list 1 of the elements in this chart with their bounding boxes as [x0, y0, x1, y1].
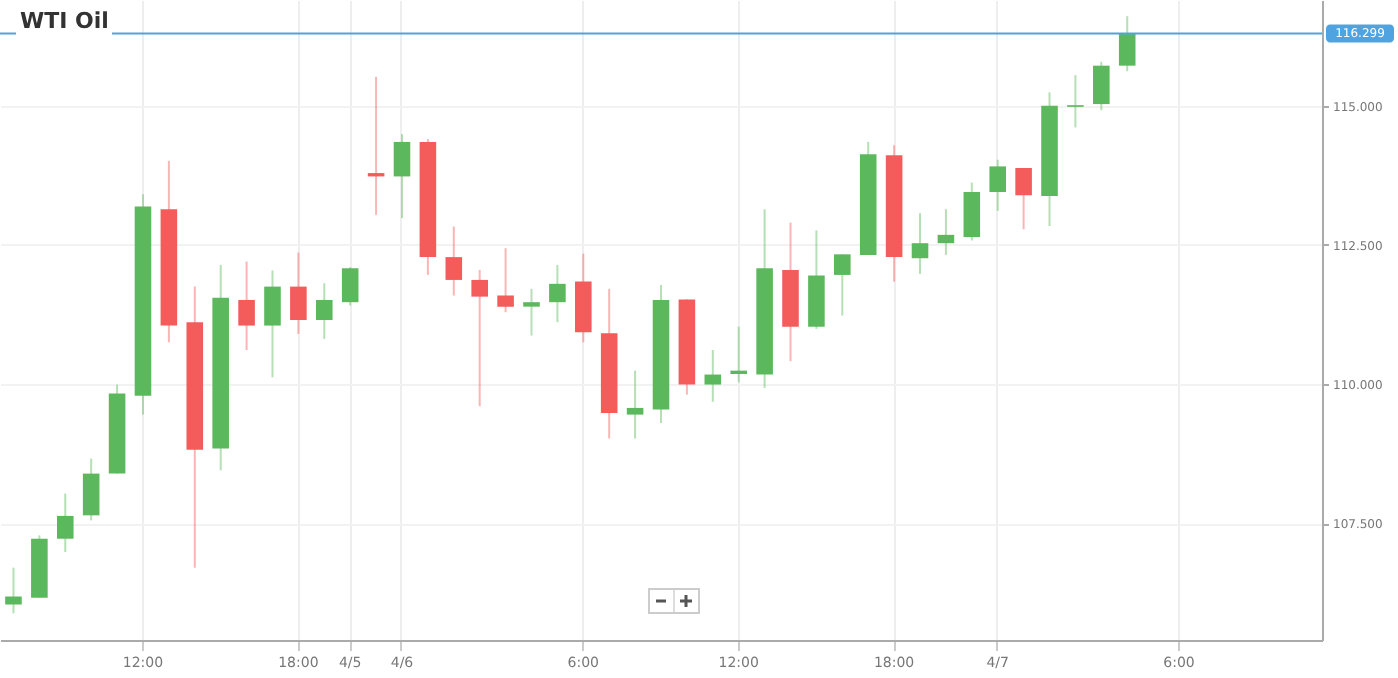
- chart-title: WTI Oil: [16, 6, 113, 36]
